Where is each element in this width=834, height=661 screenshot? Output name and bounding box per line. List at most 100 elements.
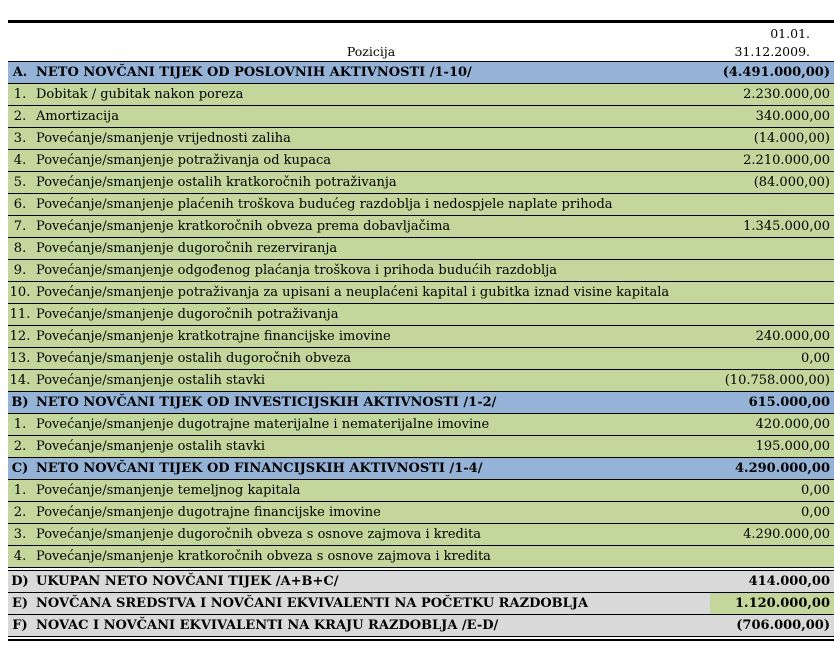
table-row: 1. Dobitak / gubitak nakon poreza 2.230.… (8, 84, 834, 106)
row-label: C) (11, 461, 29, 476)
table-row: C) NETO NOVČANI TIJEK OD FINANCIJSKIH AK… (8, 458, 834, 480)
row-value (710, 194, 834, 215)
row-text: NETO NOVČANI TIJEK OD FINANCIJSKIH AKTIV… (36, 461, 483, 476)
row-value: 4.290.000,00 (735, 461, 830, 476)
position-column-header: Pozicija (346, 44, 396, 59)
row-text: Povećanje/smanjenje ostalih dugoročnih o… (36, 351, 351, 366)
row-value (710, 282, 834, 303)
row-value (710, 304, 834, 325)
table-row: F) NOVAC I NOVČANI EKVIVALENTI NA KRAJU … (8, 615, 834, 637)
row-text: Povećanje/smanjenje ostalih stavki (36, 373, 265, 388)
row-text: Povećanje/smanjenje odgođenog plaćanja t… (36, 263, 557, 278)
row-text: Povećanje/smanjenje plaćenih troškova bu… (36, 197, 613, 212)
row-value: 0,00 (801, 351, 830, 366)
table-row: 10. Povećanje/smanjenje potraživanja za … (8, 282, 834, 304)
row-value: 615.000,00 (748, 395, 830, 410)
row-label: 4. (13, 153, 27, 168)
table-row: E) NOVČANA SREDSTVA I NOVČANI EKVIVALENT… (8, 593, 834, 615)
table-row: 7. Povećanje/smanjenje kratkoročnih obve… (8, 216, 834, 238)
row-value: (4.491.000,00) (722, 65, 830, 80)
row-label: 6. (13, 197, 27, 212)
cashflow-table: A. NETO NOVČANI TIJEK OD POSLOVNIH AKTIV… (8, 61, 834, 637)
row-text: Povećanje/smanjenje kratkoročnih obveza … (36, 219, 451, 234)
table-row: 3. Povećanje/smanjenje dugoročnih obveza… (8, 524, 834, 546)
table-row: B) NETO NOVČANI TIJEK OD INVESTICIJSKIH … (8, 392, 834, 414)
table-row: 1. Povećanje/smanjenje dugotrajne materi… (8, 414, 834, 436)
row-label: 2. (13, 439, 27, 454)
row-label: B) (11, 395, 29, 410)
row-text: Povećanje/smanjenje potraživanja od kupa… (36, 153, 332, 168)
row-text: Povećanje/smanjenje ostalih stavki (36, 439, 265, 454)
row-label: 1. (13, 87, 27, 102)
row-value: 240.000,00 (755, 329, 830, 344)
row-label: A. (12, 65, 28, 80)
column-header: 01.01. Pozicija 31.12.2009. (8, 23, 834, 61)
row-value (710, 546, 834, 567)
table-row: 12. Povećanje/smanjenje kratkotrajne fin… (8, 326, 834, 348)
row-text: Dobitak / gubitak nakon poreza (36, 87, 244, 102)
row-value: 1.120.000,00 (710, 593, 834, 614)
row-label: 2. (13, 109, 27, 124)
row-text: NETO NOVČANI TIJEK OD INVESTICIJSKIH AKT… (36, 395, 497, 410)
table-row: 2. Povećanje/smanjenje dugotrajne financ… (8, 502, 834, 524)
row-label: 14. (9, 373, 31, 388)
row-text: Povećanje/smanjenje dugoročnih potraživa… (36, 307, 339, 322)
row-text: Povećanje/smanjenje kratkoročnih obveza … (36, 549, 491, 564)
top-double-rule (8, 20, 834, 23)
row-value: 0,00 (801, 483, 830, 498)
row-text: Povećanje/smanjenje dugotrajne materijal… (36, 417, 490, 432)
row-label: F) (12, 618, 28, 633)
table-row: 5. Povećanje/smanjenje ostalih kratkoroč… (8, 172, 834, 194)
row-text: Povećanje/smanjenje dugoročnih obveza s … (36, 527, 481, 542)
row-text: Povećanje/smanjenje dugotrajne financijs… (36, 505, 381, 520)
table-row: 1. Povećanje/smanjenje temeljnog kapital… (8, 480, 834, 502)
row-text: Povećanje/smanjenje temeljnog kapitala (36, 483, 301, 498)
row-label: 7. (13, 219, 27, 234)
row-label: 1. (13, 483, 27, 498)
row-label: D) (11, 574, 29, 589)
row-value (710, 260, 834, 281)
table-wrap: 01.01. Pozicija 31.12.2009. A. NETO NOVČ… (8, 20, 834, 641)
table-row: 2. Povećanje/smanjenje ostalih stavki 19… (8, 436, 834, 458)
table-row: 8. Povećanje/smanjenje dugoročnih rezerv… (8, 238, 834, 260)
row-text: NETO NOVČANI TIJEK OD POSLOVNIH AKTIVNOS… (36, 65, 472, 80)
table-row: 6. Povećanje/smanjenje plaćenih troškova… (8, 194, 834, 216)
table-row: 3. Povećanje/smanjenje vrijednosti zalih… (8, 128, 834, 150)
table-row: 14. Povećanje/smanjenje ostalih stavki (… (8, 370, 834, 392)
table-row: 11. Povećanje/smanjenje dugoročnih potra… (8, 304, 834, 326)
row-label: 3. (13, 527, 27, 542)
period-label-line1: 01.01. (770, 26, 810, 41)
row-label: 11. (9, 307, 31, 322)
table-row: 2. Amortizacija 340.000,00 (8, 106, 834, 128)
row-value: 195.000,00 (755, 439, 830, 454)
table-row: D) UKUPAN NETO NOVČANI TIJEK /A+B+C/ 414… (8, 571, 834, 593)
table-row: A. NETO NOVČANI TIJEK OD POSLOVNIH AKTIV… (8, 62, 834, 84)
row-text: Povećanje/smanjenje vrijednosti zaliha (36, 131, 291, 146)
row-value: 2.230.000,00 (743, 87, 830, 102)
row-text: Povećanje/smanjenje ostalih kratkoročnih… (36, 175, 397, 190)
table-row: 4. Povećanje/smanjenje kratkoročnih obve… (8, 546, 834, 568)
table-row: 4. Povećanje/smanjenje potraživanja od k… (8, 150, 834, 172)
row-value (710, 238, 834, 259)
row-label: 3. (13, 131, 27, 146)
row-value: 340.000,00 (755, 109, 830, 124)
row-text: UKUPAN NETO NOVČANI TIJEK /A+B+C/ (36, 574, 339, 589)
row-value: 4.290.000,00 (743, 527, 830, 542)
row-value: (84.000,00) (753, 175, 830, 190)
row-label: 1. (13, 417, 27, 432)
row-text: Povećanje/smanjenje dugoročnih rezervira… (36, 241, 338, 256)
row-label: 5. (13, 175, 27, 190)
row-label: 13. (9, 351, 31, 366)
totals-double-rule (8, 568, 834, 571)
label-col-spacer (8, 42, 32, 61)
row-label: 4. (13, 549, 27, 564)
period-label-line2: 31.12.2009. (734, 44, 810, 59)
row-value: (10.758.000,00) (724, 373, 830, 388)
row-label: 12. (9, 329, 31, 344)
row-value: 420.000,00 (755, 417, 830, 432)
row-label: 2. (13, 505, 27, 520)
row-value: (706.000,00) (736, 618, 830, 633)
row-text: NOVČANA SREDSTVA I NOVČANI EKVIVALENTI N… (36, 596, 589, 611)
cash-flow-statement: 01.01. Pozicija 31.12.2009. A. NETO NOVČ… (8, 20, 834, 641)
row-value: (14.000,00) (753, 131, 830, 146)
